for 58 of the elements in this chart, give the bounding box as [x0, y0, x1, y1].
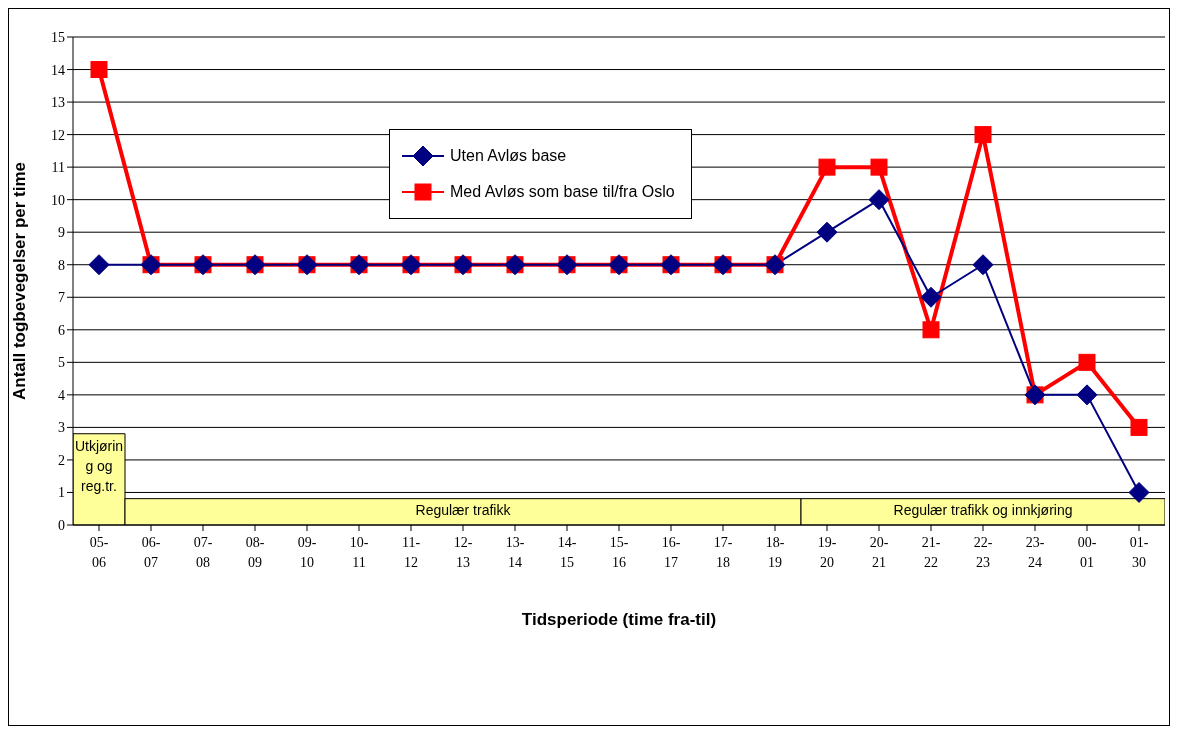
y-tick-label: 11 — [51, 160, 65, 176]
point — [920, 286, 942, 308]
x-tick-label: 13-14 — [505, 535, 525, 570]
x-tick-label: 08-09 — [245, 535, 265, 570]
y-tick-label: 14 — [51, 62, 65, 78]
point — [1128, 481, 1150, 503]
point — [88, 254, 110, 276]
point — [972, 254, 994, 276]
x-tick-label: 22-23 — [973, 535, 993, 570]
y-tick-label: 15 — [51, 29, 65, 45]
y-tick-label: 7 — [58, 290, 65, 306]
x-tick-label: 05-06 — [89, 535, 109, 570]
band-label: Regulær trafikk — [414, 500, 512, 520]
x-tick-label: 17-18 — [713, 535, 733, 570]
band-label: Regulær trafikk og innkjøring — [892, 500, 1074, 520]
y-tick-label: 3 — [58, 420, 65, 436]
point — [868, 189, 890, 211]
legend-label: Med Avløs som base til/fra Oslo — [450, 183, 675, 201]
x-tick-label: 15-16 — [609, 535, 629, 570]
point — [1078, 353, 1096, 371]
y-tick-label: 0 — [58, 517, 65, 533]
x-tick-label: 06-07 — [141, 535, 161, 570]
x-tick-label: 23-24 — [1025, 535, 1045, 570]
y-tick-label: 2 — [58, 452, 65, 468]
x-tick-label: 20-21 — [869, 535, 889, 570]
band-label: Utkjøring og reg.tr. — [73, 436, 125, 496]
y-tick-label: 8 — [58, 257, 65, 273]
point — [90, 61, 108, 79]
x-tick-label: 16-17 — [661, 535, 681, 570]
y-tick-label: 1 — [58, 485, 65, 501]
y-tick-label: 5 — [58, 355, 65, 371]
x-tick-label: 21-22 — [921, 535, 941, 570]
y-axis-title: Antall togbevegelser per time — [10, 161, 30, 401]
x-tick-label: 12-13 — [453, 535, 473, 570]
legend-label: Uten Avløs base — [450, 147, 567, 165]
point — [974, 126, 992, 144]
x-tick-label: 00-01 — [1077, 535, 1097, 570]
x-tick-label: 14-15 — [557, 535, 577, 570]
point — [870, 158, 888, 176]
y-tick-label: 4 — [58, 387, 65, 403]
x-tick-label: 01-30 — [1129, 535, 1149, 570]
x-tick-label: 18-19 — [765, 535, 785, 570]
x-axis-title: Tidsperiode (time fra-til) — [521, 610, 717, 629]
y-tick-label: 9 — [58, 225, 65, 241]
x-tick-label: 19-20 — [817, 535, 837, 570]
point — [1076, 384, 1098, 406]
point — [818, 158, 836, 176]
y-tick-label: 6 — [58, 322, 65, 338]
y-tick-label: 10 — [51, 192, 65, 208]
y-tick-label: 13 — [51, 95, 65, 111]
x-tick-label: 07-08 — [193, 535, 213, 570]
x-tick-label: 09-10 — [297, 535, 317, 570]
x-tick-label: 10-11 — [349, 535, 369, 570]
point — [1130, 418, 1148, 436]
point — [816, 221, 838, 243]
y-tick-label: 12 — [51, 127, 65, 143]
x-tick-label: 11-12 — [401, 535, 421, 570]
point — [922, 321, 940, 339]
